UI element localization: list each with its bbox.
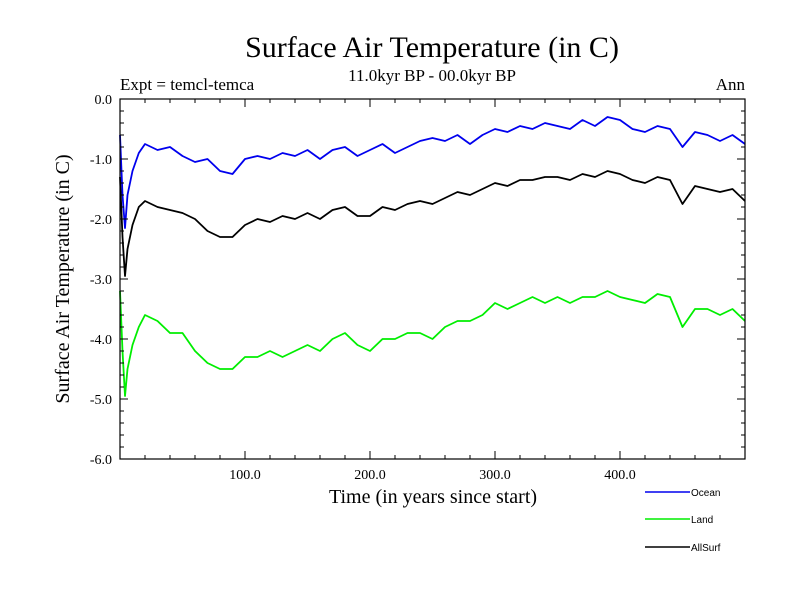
y-tick-label: 0.0	[95, 93, 113, 108]
plot-lines	[119, 116, 746, 397]
series-line-allsurf	[119, 170, 746, 277]
legend-label-ocean: Ocean	[691, 488, 720, 499]
axis-ticks	[120, 98, 745, 460]
x-tick-label: 300.0	[479, 468, 511, 483]
x-axis-label: Time (in years since start)	[329, 486, 537, 508]
x-tick-label: 200.0	[354, 468, 386, 483]
y-tick-label: -6.0	[90, 453, 112, 468]
legend-label-land: Land	[691, 515, 713, 526]
series-line-land	[119, 290, 746, 397]
y-tick-label: -4.0	[90, 333, 112, 348]
chart-subtitle: 11.0kyr BP - 00.0kyr BP	[348, 66, 516, 85]
legend-label-allsurf: AllSurf	[691, 543, 721, 554]
chart-title: Surface Air Temperature (in C)	[245, 31, 619, 64]
x-tick-label: 400.0	[604, 468, 636, 483]
x-tick-label: 100.0	[229, 468, 261, 483]
y-tick-label: -5.0	[90, 393, 112, 408]
series-line-ocean	[119, 116, 746, 229]
legend: Ocean Land AllSurf	[645, 488, 721, 554]
y-tick-label: -3.0	[90, 273, 112, 288]
x-tick-labels: 100.0 200.0 300.0 400.0	[229, 468, 636, 483]
season-label: Ann	[716, 75, 746, 94]
plot-frame	[119, 98, 746, 460]
y-tick-labels: 0.0 -1.0 -2.0 -3.0 -4.0 -5.0 -6.0	[90, 93, 112, 468]
y-tick-label: -2.0	[90, 213, 112, 228]
experiment-label: Expt = temcl-temca	[120, 75, 255, 94]
y-axis-label: Surface Air Temperature (in C)	[52, 154, 74, 403]
y-tick-label: -1.0	[90, 153, 112, 168]
